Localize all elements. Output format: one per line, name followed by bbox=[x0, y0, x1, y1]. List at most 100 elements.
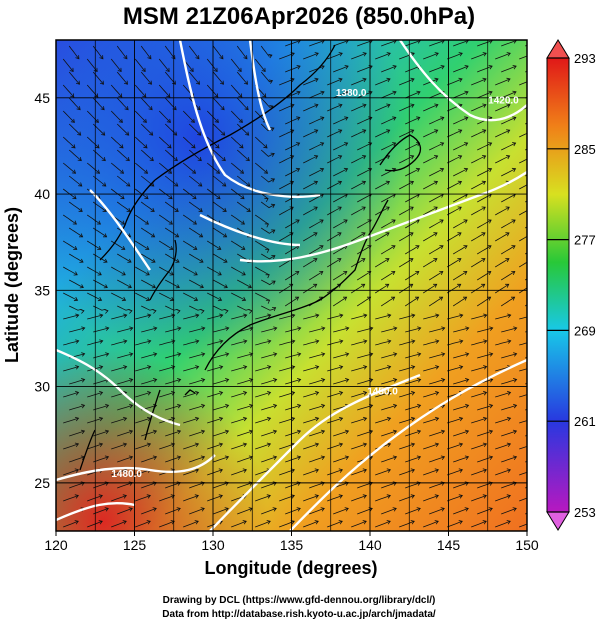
streamline-arrow bbox=[200, 378, 206, 383]
streamline bbox=[206, 58, 218, 72]
streamline bbox=[423, 366, 439, 372]
streamline bbox=[327, 155, 342, 164]
streamline-arrow bbox=[433, 232, 438, 237]
streamline-arrow bbox=[417, 326, 422, 331]
streamline bbox=[285, 353, 301, 359]
streamline-arrow bbox=[505, 258, 510, 263]
streamline bbox=[164, 227, 179, 238]
streamline-arrow bbox=[338, 442, 344, 448]
streamline bbox=[452, 271, 468, 281]
streamline bbox=[261, 404, 277, 411]
streamline-arrow bbox=[80, 309, 85, 314]
streamline bbox=[500, 245, 516, 255]
streamline bbox=[495, 314, 511, 320]
streamline bbox=[134, 240, 150, 250]
streamline bbox=[255, 340, 271, 346]
streamline bbox=[327, 469, 343, 476]
streamline bbox=[471, 52, 487, 60]
streamline bbox=[188, 149, 202, 161]
streamline-arrow bbox=[243, 80, 248, 85]
streamline bbox=[134, 110, 147, 123]
streamline bbox=[501, 353, 517, 359]
streamline bbox=[212, 45, 224, 60]
streamline bbox=[111, 314, 127, 320]
streamline bbox=[206, 240, 222, 250]
streamline bbox=[165, 353, 181, 359]
streamline bbox=[86, 214, 101, 225]
streamline bbox=[62, 240, 78, 250]
streamline bbox=[285, 194, 300, 203]
streamline bbox=[231, 366, 247, 372]
streamline bbox=[333, 508, 349, 515]
streamline bbox=[332, 245, 348, 255]
streamline bbox=[471, 366, 487, 372]
streamline bbox=[477, 40, 493, 47]
streamline bbox=[381, 379, 397, 385]
streamline-arrow bbox=[482, 442, 488, 448]
streamline-arrow bbox=[385, 258, 390, 263]
streamline bbox=[189, 508, 205, 515]
streamline-arrow bbox=[464, 90, 469, 96]
streamline-arrow bbox=[464, 455, 470, 460]
streamline bbox=[423, 443, 439, 450]
streamline bbox=[141, 279, 156, 288]
streamline bbox=[333, 117, 348, 125]
streamline-arrow bbox=[482, 416, 488, 422]
streamline-arrow bbox=[290, 494, 295, 499]
streamline bbox=[212, 149, 226, 161]
streamline bbox=[351, 232, 366, 242]
streamline-arrow bbox=[457, 155, 463, 160]
streamline-arrow bbox=[70, 118, 75, 123]
streamline bbox=[213, 279, 228, 288]
streamline-arrow bbox=[214, 118, 219, 123]
streamline bbox=[140, 71, 152, 85]
streamline-arrow bbox=[361, 283, 366, 288]
streamline bbox=[86, 110, 99, 123]
streamline bbox=[327, 129, 342, 138]
streamline bbox=[110, 162, 124, 174]
streamline bbox=[207, 266, 222, 276]
streamline-arrow bbox=[219, 313, 224, 318]
streamline bbox=[69, 430, 85, 437]
streamline bbox=[134, 214, 149, 225]
streamline-arrow bbox=[75, 365, 80, 370]
streamline bbox=[111, 443, 127, 450]
streamline-arrow bbox=[296, 455, 302, 460]
streamline bbox=[399, 181, 414, 190]
streamline bbox=[62, 162, 76, 174]
streamline bbox=[254, 214, 269, 225]
streamline-arrow bbox=[101, 131, 106, 136]
streamline bbox=[351, 495, 367, 502]
streamline-arrow bbox=[339, 313, 344, 318]
streamline-arrow bbox=[315, 313, 320, 318]
streamline-arrow bbox=[173, 131, 178, 136]
streamline-arrow bbox=[128, 378, 134, 383]
streamline-arrow bbox=[512, 378, 518, 383]
streamline bbox=[326, 258, 342, 268]
streamline bbox=[375, 155, 390, 164]
colorbar: 293 285 277 269 261 253 bbox=[546, 39, 596, 531]
streamline-arrow bbox=[511, 167, 517, 173]
streamline bbox=[135, 266, 150, 276]
streamline bbox=[453, 168, 468, 177]
streamline-arrow bbox=[433, 155, 439, 160]
streamline bbox=[501, 117, 516, 125]
streamline bbox=[452, 245, 468, 255]
streamline bbox=[183, 392, 199, 398]
streamline bbox=[423, 469, 439, 476]
streamline bbox=[309, 482, 325, 489]
streamline bbox=[309, 404, 325, 411]
streamline bbox=[93, 327, 109, 333]
streamline-arrow bbox=[434, 77, 439, 83]
streamline bbox=[213, 430, 229, 437]
streamline bbox=[261, 379, 277, 385]
streamline bbox=[309, 430, 325, 437]
streamline-arrow bbox=[385, 232, 390, 237]
streamline-arrow bbox=[536, 168, 540, 172]
streamline bbox=[333, 327, 349, 333]
streamline-arrow bbox=[416, 378, 422, 383]
streamline-arrow bbox=[170, 494, 175, 499]
streamline bbox=[501, 168, 516, 177]
streamline bbox=[453, 456, 469, 463]
streamline bbox=[447, 314, 463, 320]
